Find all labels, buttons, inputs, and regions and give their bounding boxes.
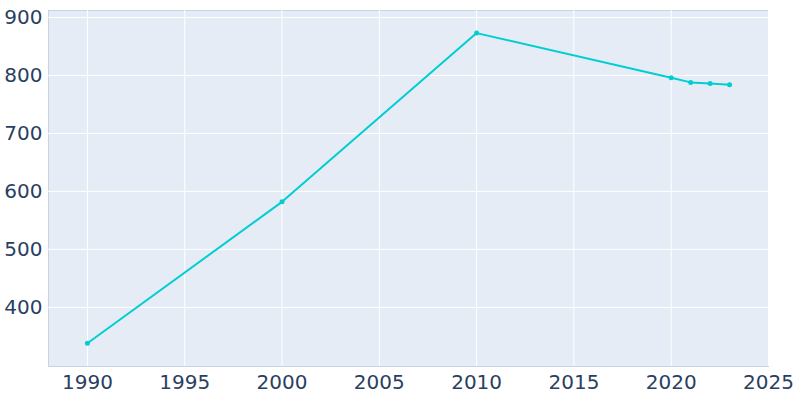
svg-text:400: 400: [4, 295, 42, 319]
svg-text:2010: 2010: [451, 370, 502, 394]
svg-text:700: 700: [4, 121, 42, 145]
svg-text:2000: 2000: [257, 370, 308, 394]
svg-text:2005: 2005: [354, 370, 405, 394]
svg-text:2020: 2020: [646, 370, 697, 394]
svg-text:600: 600: [4, 179, 42, 203]
svg-text:2015: 2015: [548, 370, 599, 394]
svg-text:500: 500: [4, 237, 42, 261]
svg-text:800: 800: [4, 63, 42, 87]
svg-text:2025: 2025: [743, 370, 794, 394]
svg-text:1995: 1995: [159, 370, 210, 394]
svg-text:900: 900: [4, 5, 42, 29]
svg-text:1990: 1990: [62, 370, 113, 394]
